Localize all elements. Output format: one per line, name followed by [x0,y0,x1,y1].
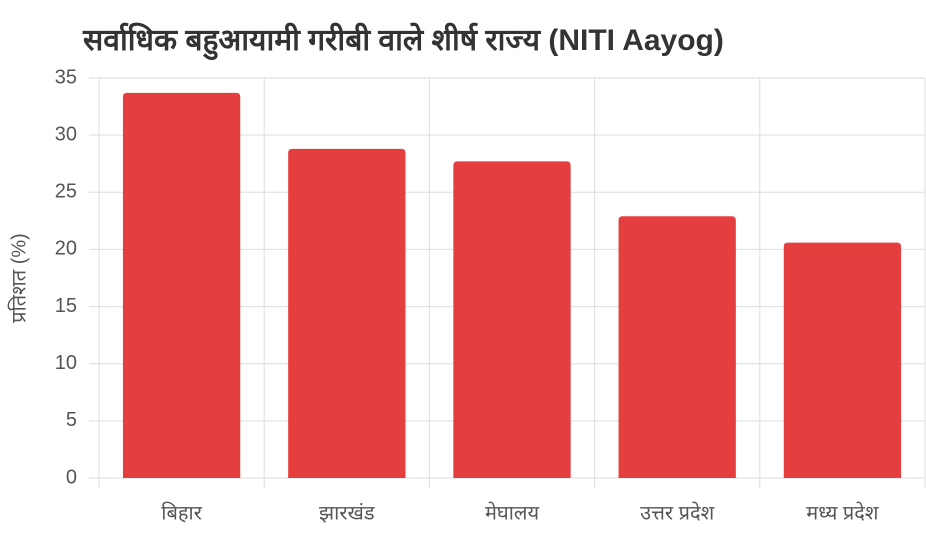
y-tick-label: 30 [55,123,77,145]
bar [453,161,571,478]
y-tick-label: 35 [55,66,77,88]
chart-title: सर्वाधिक बहुआयामी गरीबी वाले शीर्ष राज्य… [82,22,724,61]
y-axis-label: प्रतिशत (%) [7,233,30,323]
bar [122,92,241,478]
bar [288,148,406,478]
bar [783,242,902,478]
y-tick-label: 10 [55,352,77,374]
y-tick-label: 0 [66,466,77,488]
x-tick-label: उत्तर प्रदेश [640,501,715,524]
y-tick-label: 5 [66,409,77,431]
x-tick-label: मध्य प्रदेश [806,501,879,524]
x-tick-label: झारखंड [319,502,375,524]
x-tick-label: मेघालय [485,501,540,524]
y-tick-label: 20 [55,238,77,260]
bar [618,216,736,479]
y-tick-label: 25 [55,181,77,203]
y-tick-label: 15 [55,295,77,317]
x-tick-label: बिहार [161,501,202,524]
